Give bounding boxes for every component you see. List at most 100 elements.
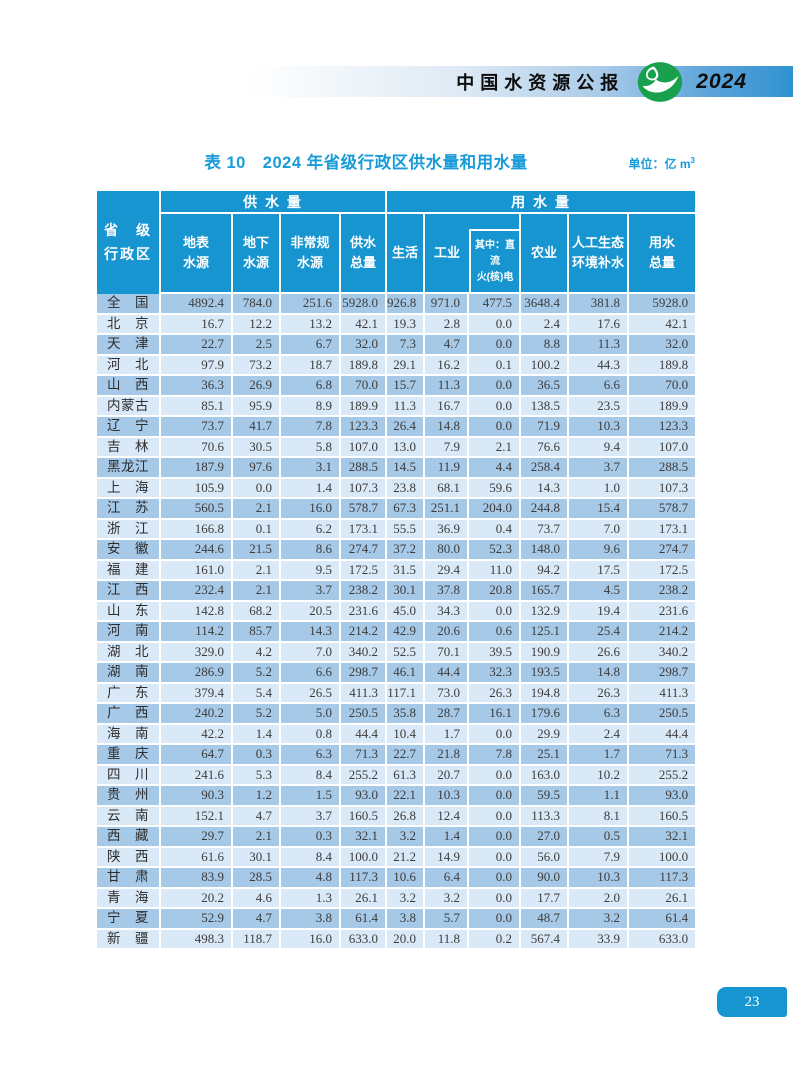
value-cell: 42.1 bbox=[629, 314, 696, 335]
col-header-unconventional-water: 非常规 水源 bbox=[281, 214, 341, 294]
value-cell: 4.2 bbox=[233, 642, 281, 663]
value-cell: 16.7 bbox=[425, 396, 470, 417]
value-cell: 117.3 bbox=[341, 868, 388, 889]
value-cell: 20.5 bbox=[281, 601, 341, 622]
value-cell: 0.0 bbox=[469, 765, 522, 786]
value-cell: 11.3 bbox=[387, 396, 426, 417]
table-row: 青 海 20.2 4.6 1.3 26.1 3.2 3.2 0.0 17.7 2.0 26.1 bbox=[97, 888, 696, 909]
table-row: 西 藏 29.7 2.1 0.3 32.1 3.2 1.4 0.0 27.0 0.5 32.1 bbox=[97, 827, 696, 848]
value-cell: 93.0 bbox=[341, 786, 388, 807]
table-row: 河 北 97.9 73.2 18.7 189.8 29.1 16.2 0.1 100.2 44.3… bbox=[97, 355, 696, 376]
value-cell: 5.2 bbox=[233, 663, 281, 684]
region-name-cell: 广 东 bbox=[97, 683, 161, 704]
value-cell: 21.2 bbox=[387, 847, 426, 868]
value-cell: 1.0 bbox=[569, 478, 630, 499]
value-cell: 2.8 bbox=[425, 314, 470, 335]
col-header-agriculture: 农业 bbox=[521, 214, 570, 294]
value-cell: 189.8 bbox=[341, 355, 388, 376]
region-name-cell: 湖 南 bbox=[97, 663, 161, 684]
value-cell: 240.2 bbox=[161, 704, 233, 725]
region-name-cell: 广 西 bbox=[97, 704, 161, 725]
value-cell: 48.7 bbox=[521, 909, 570, 930]
value-cell: 35.8 bbox=[387, 704, 426, 725]
table-row: 广 东 379.4 5.4 26.5 411.3 117.1 73.0 26.3 194.8 26… bbox=[97, 683, 696, 704]
value-cell: 477.5 bbox=[469, 294, 522, 315]
value-cell: 34.3 bbox=[425, 601, 470, 622]
value-cell: 250.5 bbox=[629, 704, 696, 725]
value-cell: 7.0 bbox=[281, 642, 341, 663]
value-cell: 76.6 bbox=[521, 437, 570, 458]
value-cell: 46.1 bbox=[387, 663, 426, 684]
region-name-cell: 河 北 bbox=[97, 355, 161, 376]
value-cell: 3.1 bbox=[281, 458, 341, 479]
value-cell: 25.1 bbox=[521, 745, 570, 766]
value-cell: 1.4 bbox=[281, 478, 341, 499]
value-cell: 1.4 bbox=[425, 827, 470, 848]
value-cell: 19.3 bbox=[387, 314, 426, 335]
value-cell: 3.7 bbox=[569, 458, 630, 479]
value-cell: 97.6 bbox=[233, 458, 281, 479]
value-cell: 0.0 bbox=[469, 335, 522, 356]
value-cell: 4892.4 bbox=[161, 294, 233, 315]
value-cell: 0.0 bbox=[469, 888, 522, 909]
value-cell: 4.8 bbox=[281, 868, 341, 889]
value-cell: 31.5 bbox=[387, 560, 426, 581]
value-cell: 26.9 bbox=[233, 376, 281, 397]
value-cell: 22.1 bbox=[387, 786, 426, 807]
water-resources-logo-icon bbox=[638, 61, 683, 102]
value-cell: 118.7 bbox=[233, 929, 281, 950]
value-cell: 329.0 bbox=[161, 642, 233, 663]
value-cell: 189.9 bbox=[629, 396, 696, 417]
value-cell: 16.7 bbox=[161, 314, 233, 335]
value-cell: 9.4 bbox=[569, 437, 630, 458]
value-cell: 30.1 bbox=[233, 847, 281, 868]
value-cell: 560.5 bbox=[161, 499, 233, 520]
value-cell: 23.8 bbox=[387, 478, 426, 499]
value-cell: 59.6 bbox=[469, 478, 522, 499]
value-cell: 340.2 bbox=[341, 642, 388, 663]
table-row: 福 建 161.0 2.1 9.5 172.5 31.5 29.4 11.0 94.2 17.5 1… bbox=[97, 560, 696, 581]
value-cell: 274.7 bbox=[629, 540, 696, 561]
value-cell: 17.6 bbox=[569, 314, 630, 335]
value-cell: 19.4 bbox=[569, 601, 630, 622]
value-cell: 4.5 bbox=[569, 581, 630, 602]
value-cell: 0.3 bbox=[233, 745, 281, 766]
value-cell: 5.3 bbox=[233, 765, 281, 786]
value-cell: 80.0 bbox=[425, 540, 470, 561]
value-cell: 6.3 bbox=[281, 745, 341, 766]
value-cell: 0.0 bbox=[469, 376, 522, 397]
value-cell: 26.5 bbox=[281, 683, 341, 704]
value-cell: 190.9 bbox=[521, 642, 570, 663]
table-row: 北 京 16.7 12.2 13.2 42.1 19.3 2.8 0.0 2.4 17.6 42.1 bbox=[97, 314, 696, 335]
value-cell: 18.7 bbox=[281, 355, 341, 376]
value-cell: 114.2 bbox=[161, 622, 233, 643]
value-cell: 36.5 bbox=[521, 376, 570, 397]
col-header-use-total: 用水 总量 bbox=[629, 214, 696, 294]
value-cell: 1.3 bbox=[281, 888, 341, 909]
region-name-cell: 辽 宁 bbox=[97, 417, 161, 438]
value-cell: 138.5 bbox=[521, 396, 570, 417]
value-cell: 258.4 bbox=[521, 458, 570, 479]
value-cell: 13.0 bbox=[387, 437, 426, 458]
table-title: 表 10 2024 年省级行政区供水量和用水量 bbox=[204, 154, 528, 172]
region-name-cell: 西 藏 bbox=[97, 827, 161, 848]
value-cell: 21.5 bbox=[233, 540, 281, 561]
value-cell: 83.9 bbox=[161, 868, 233, 889]
value-cell: 68.2 bbox=[233, 601, 281, 622]
value-cell: 30.5 bbox=[233, 437, 281, 458]
value-cell: 6.6 bbox=[281, 663, 341, 684]
value-cell: 11.9 bbox=[425, 458, 470, 479]
value-cell: 633.0 bbox=[629, 929, 696, 950]
value-cell: 55.5 bbox=[387, 519, 426, 540]
value-cell: 189.9 bbox=[341, 396, 388, 417]
value-cell: 173.1 bbox=[629, 519, 696, 540]
value-cell: 0.0 bbox=[469, 909, 522, 930]
value-cell: 5.7 bbox=[425, 909, 470, 930]
value-cell: 298.7 bbox=[341, 663, 388, 684]
table-row: 安 徽 244.6 21.5 8.6 274.7 37.2 80.0 52.3 148.0 9.6… bbox=[97, 540, 696, 561]
value-cell: 10.6 bbox=[387, 868, 426, 889]
value-cell: 26.4 bbox=[387, 417, 426, 438]
value-cell: 56.0 bbox=[521, 847, 570, 868]
value-cell: 2.1 bbox=[233, 581, 281, 602]
value-cell: 73.0 bbox=[425, 683, 470, 704]
